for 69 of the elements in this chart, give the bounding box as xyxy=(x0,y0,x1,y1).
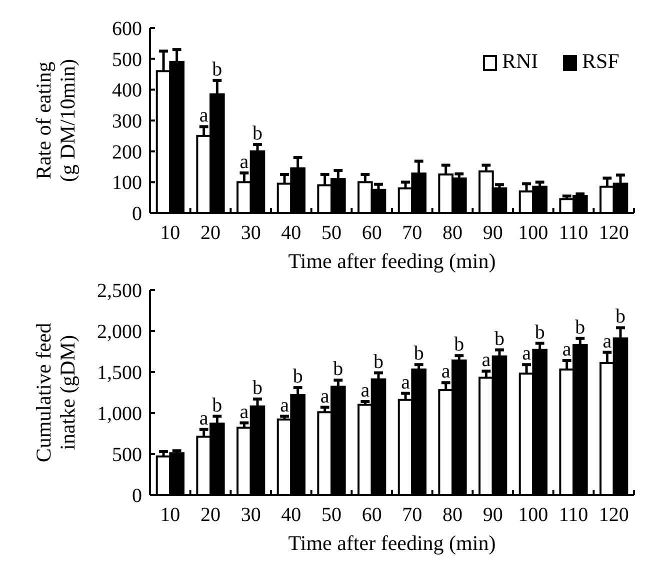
y-tick-label: 100 xyxy=(112,172,142,194)
x-tick-label: 50 xyxy=(322,222,342,244)
annotation: a xyxy=(522,342,532,365)
x-tick-label: 90 xyxy=(482,504,503,526)
x-tick-label: 10 xyxy=(160,504,180,526)
x-tick-label: 30 xyxy=(240,222,261,244)
y-tick-label: 400 xyxy=(112,80,142,102)
x-tick-label: 80 xyxy=(442,504,462,526)
annotation: a xyxy=(562,338,572,361)
y-tick-label: 0 xyxy=(132,485,142,507)
x-tick-label: 110 xyxy=(558,504,588,526)
y-axis-title: Rate of eating (g DM/10min) xyxy=(31,58,80,182)
y-tick-label: 1,000 xyxy=(97,403,142,425)
annotation: b xyxy=(575,316,586,338)
x-tick-label: 60 xyxy=(362,222,382,244)
annotation: a xyxy=(401,371,410,394)
annotation: b xyxy=(333,358,344,380)
y-tick-label: 2,000 xyxy=(97,321,142,343)
x-tick-label: 120 xyxy=(598,504,629,526)
x-tick-label: 20 xyxy=(200,504,220,526)
annotation: b xyxy=(454,334,464,356)
x-tick-label: 120 xyxy=(598,222,629,244)
y-tick-label: 1,500 xyxy=(97,362,142,384)
annotation: a xyxy=(602,330,612,352)
annotation: a xyxy=(199,407,208,430)
annotation: b xyxy=(212,58,222,80)
annotation: b xyxy=(414,342,424,365)
y-tick-label: 500 xyxy=(112,48,142,71)
x-tick-label: 80 xyxy=(442,222,462,244)
x-axis-title: Time after feeding (min) xyxy=(288,531,496,555)
x-tick-label: 60 xyxy=(362,504,382,526)
y-tick-label: 600 xyxy=(112,18,142,40)
y-tick-label: 200 xyxy=(112,141,142,164)
y-tick-label: 0 xyxy=(132,203,142,225)
x-tick-label: 70 xyxy=(402,504,422,526)
annotation: b xyxy=(534,321,545,344)
legend-label: RSF xyxy=(582,49,620,73)
annotation: b xyxy=(615,306,626,328)
x-tick-label: 40 xyxy=(281,504,302,526)
annotation: a xyxy=(280,394,290,416)
x-tick-label: 110 xyxy=(558,222,588,244)
x-tick-label: 30 xyxy=(240,504,261,526)
annotation: b xyxy=(212,394,222,416)
annotation: b xyxy=(252,122,262,145)
legend-label: RNI xyxy=(502,49,538,73)
annotation: b xyxy=(252,377,262,400)
x-tick-label: 20 xyxy=(200,222,220,244)
annotation: a xyxy=(441,360,450,383)
y-tick-label: 300 xyxy=(112,110,142,132)
annotation: a xyxy=(320,385,330,408)
annotation: a xyxy=(240,150,249,173)
x-tick-label: 50 xyxy=(322,504,342,526)
y-tick-label: 2,500 xyxy=(97,280,142,302)
annotation: a xyxy=(240,400,249,423)
annotation: a xyxy=(482,349,491,372)
x-tick-label: 40 xyxy=(281,222,302,244)
y-axis-title: Cumulative feed inatke (gDM) xyxy=(31,322,80,462)
annotation: a xyxy=(199,104,208,127)
x-tick-label: 90 xyxy=(482,222,503,244)
x-tick-label: 100 xyxy=(518,504,548,526)
annotation: b xyxy=(494,328,504,350)
y-tick-label: 500 xyxy=(112,444,142,466)
x-axis-title: Time after feeding (min) xyxy=(288,249,496,273)
annotation: b xyxy=(292,366,303,388)
x-tick-label: 100 xyxy=(518,222,548,244)
annotation: a xyxy=(360,380,370,402)
x-tick-label: 70 xyxy=(402,222,422,244)
x-tick-label: 10 xyxy=(160,222,180,244)
annotation: b xyxy=(373,350,384,373)
